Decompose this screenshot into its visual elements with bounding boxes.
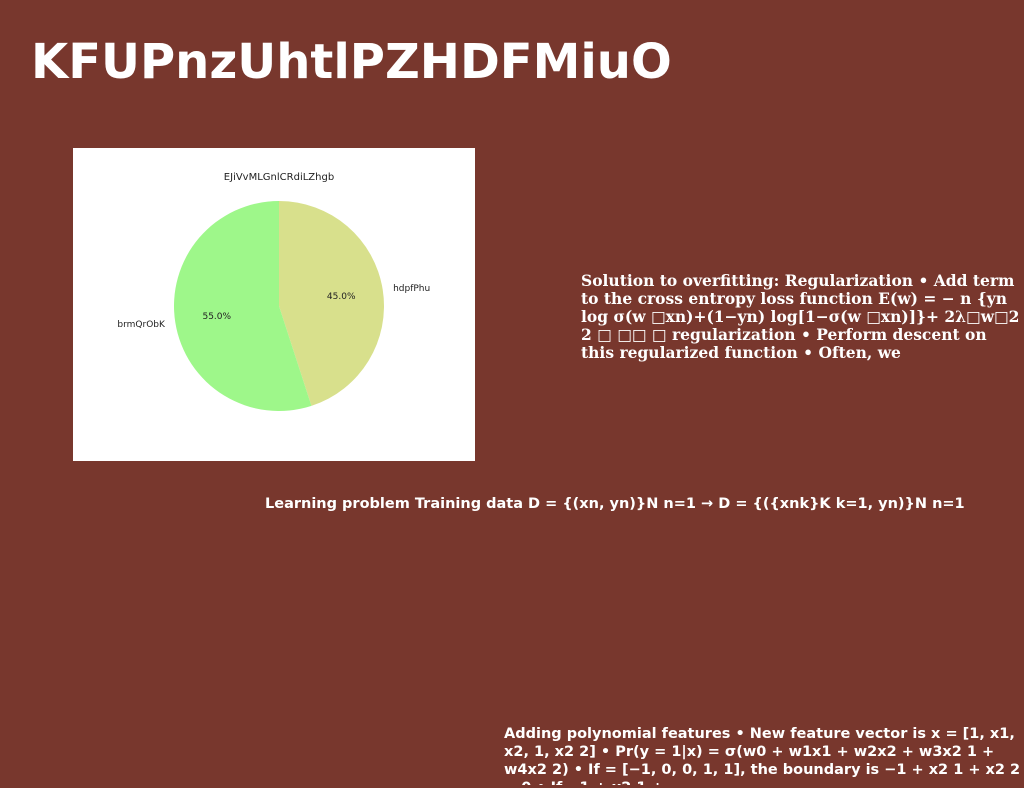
slide-title: KFUPnzUhtlPZHDFMiuO xyxy=(31,34,672,90)
pie-category-label: hdpfPhu xyxy=(393,284,430,294)
pie-slice-brmQrObK xyxy=(173,201,312,411)
pie-chart-svg: EJiVvMLGnlCRdiLZhgb 45.0% hdpfPhu 55.0% brm… xyxy=(117,172,430,411)
chart-title: EJiVvMLGnlCRdiLZhgb xyxy=(224,172,334,183)
pie-percent-label: 45.0% xyxy=(327,292,356,302)
pie-percent-label: 55.0% xyxy=(202,312,231,322)
pie-slice-hdpfPhu xyxy=(279,201,384,406)
learning-problem-text: Learning problem Training data D = {(xn,… xyxy=(265,496,965,512)
regularization-text: Solution to overfitting: Regularization … xyxy=(581,271,1020,362)
pie-category-label: brmQrObK xyxy=(117,320,166,330)
polynomial-features-text: Adding polynomial features • New feature… xyxy=(504,726,1021,785)
pie-chart: EJiVvMLGnlCRdiLZhgb 45.0% hdpfPhu 55.0% brm… xyxy=(73,148,475,461)
